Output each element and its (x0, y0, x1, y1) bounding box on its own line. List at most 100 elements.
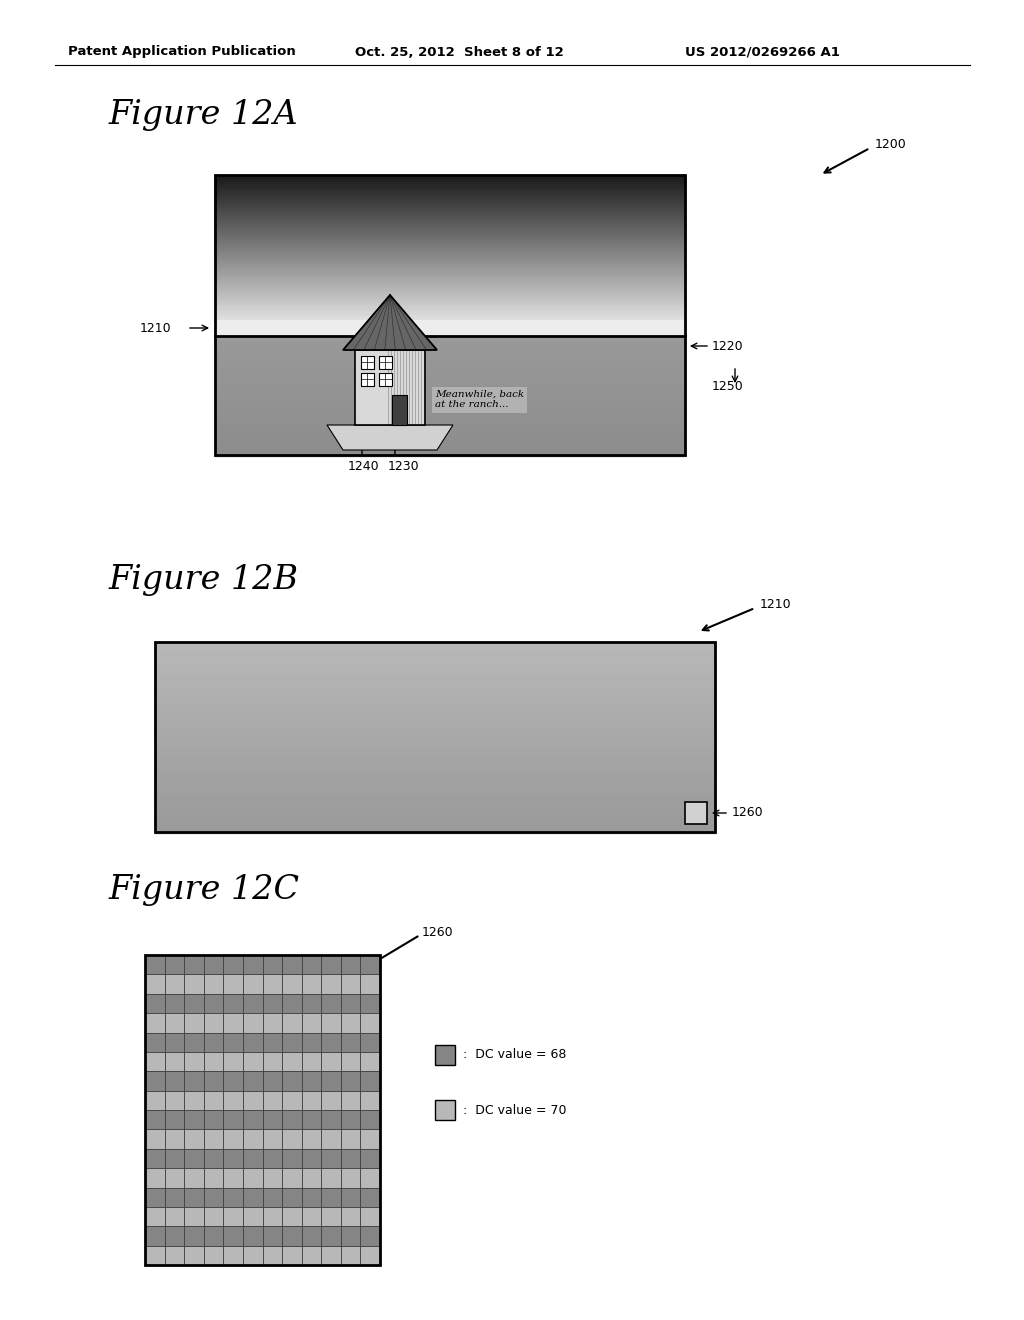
Bar (204, 1246, 223, 1265)
Bar (360, 1110, 380, 1130)
Bar (215, 255, 685, 259)
Bar (155, 704, 715, 710)
Bar (360, 994, 380, 1014)
Bar (360, 1072, 380, 1090)
Bar (262, 1246, 282, 1265)
Bar (145, 1206, 165, 1226)
Bar (204, 1130, 223, 1148)
Bar (282, 1130, 302, 1148)
Bar (360, 1052, 380, 1072)
Bar (322, 1206, 341, 1226)
Bar (302, 994, 322, 1014)
Bar (184, 1090, 204, 1110)
Bar (184, 1246, 204, 1265)
Bar (262, 1032, 282, 1052)
Bar (262, 1014, 282, 1032)
Bar (204, 1206, 223, 1226)
Bar (165, 1014, 184, 1032)
Bar (145, 1168, 165, 1188)
Bar (360, 1130, 380, 1148)
Bar (215, 182, 685, 186)
Bar (360, 1246, 380, 1265)
Bar (302, 974, 322, 994)
Bar (302, 1090, 322, 1110)
Text: 1240: 1240 (348, 461, 380, 474)
Bar (262, 1168, 282, 1188)
Bar (215, 343, 685, 348)
Bar (282, 1090, 302, 1110)
Bar (322, 1090, 341, 1110)
Bar (215, 227, 685, 231)
Bar (223, 1032, 243, 1052)
Bar (282, 1168, 302, 1188)
Bar (184, 1072, 204, 1090)
Bar (322, 1052, 341, 1072)
Bar (204, 1072, 223, 1090)
Bar (322, 1130, 341, 1148)
Bar (215, 426, 685, 432)
Bar (215, 177, 685, 181)
Bar (223, 1168, 243, 1188)
Bar (243, 1090, 262, 1110)
Bar (215, 335, 685, 341)
Bar (155, 656, 715, 663)
Bar (215, 399, 685, 404)
Bar (360, 1148, 380, 1168)
Bar (155, 731, 715, 738)
Bar (215, 279, 685, 282)
Bar (215, 230, 685, 234)
Bar (322, 1110, 341, 1130)
Bar (145, 994, 165, 1014)
Bar (215, 446, 685, 451)
Bar (262, 1072, 282, 1090)
Bar (165, 1090, 184, 1110)
Bar (165, 974, 184, 994)
Bar (223, 974, 243, 994)
Bar (282, 1148, 302, 1168)
Bar (184, 1226, 204, 1246)
Bar (215, 407, 685, 412)
Bar (165, 1188, 184, 1206)
Bar (215, 414, 685, 420)
Bar (215, 271, 685, 275)
Bar (282, 1246, 302, 1265)
Text: US 2012/0269266 A1: US 2012/0269266 A1 (685, 45, 840, 58)
Bar (215, 186, 685, 190)
Bar (155, 647, 715, 652)
Bar (215, 220, 685, 224)
Bar (215, 240, 685, 244)
Bar (215, 259, 685, 263)
Bar (262, 1052, 282, 1072)
Bar (215, 298, 685, 302)
Bar (215, 314, 685, 318)
Bar (355, 350, 425, 425)
Bar (155, 770, 715, 776)
Bar (302, 1226, 322, 1246)
Text: Figure 12A: Figure 12A (108, 99, 298, 131)
Bar (302, 1148, 322, 1168)
Bar (155, 808, 715, 814)
Bar (243, 1148, 262, 1168)
Text: Figure 12C: Figure 12C (108, 874, 299, 906)
Bar (341, 1014, 360, 1032)
Bar (243, 954, 262, 974)
Bar (322, 1148, 341, 1168)
Bar (215, 174, 685, 178)
Bar (341, 1246, 360, 1265)
Bar (215, 379, 685, 384)
Bar (215, 359, 685, 364)
Bar (223, 994, 243, 1014)
Text: 1260: 1260 (732, 807, 764, 820)
Bar (215, 261, 685, 265)
Bar (262, 1148, 282, 1168)
Bar (215, 355, 685, 360)
Bar (215, 313, 685, 317)
Bar (215, 226, 685, 230)
Bar (223, 1052, 243, 1072)
Bar (155, 746, 715, 752)
Bar (204, 994, 223, 1014)
Bar (204, 1148, 223, 1168)
Bar (155, 755, 715, 762)
Text: 1200: 1200 (874, 139, 906, 152)
Bar (215, 284, 685, 288)
